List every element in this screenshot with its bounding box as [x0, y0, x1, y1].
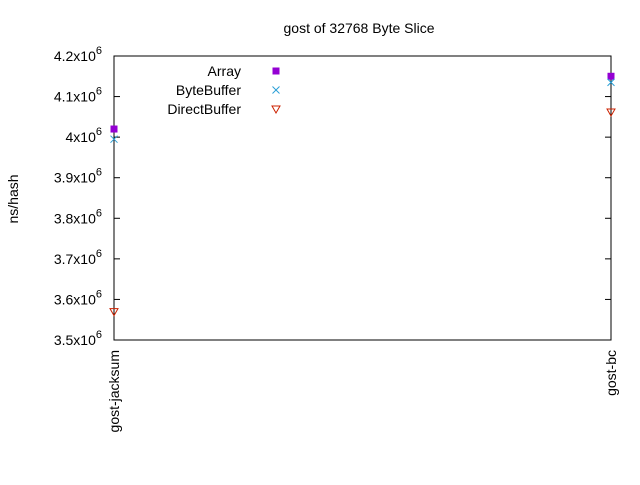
y-tick-exponent: 6	[96, 207, 102, 219]
chart-title: gost of 32768 Byte Slice	[284, 20, 435, 36]
y-tick-exponent: 6	[96, 126, 102, 138]
legend-label: DirectBuffer	[167, 101, 241, 117]
data-point	[109, 308, 119, 317]
legend-label: Array	[208, 63, 241, 79]
x-axis-ticks: gost-jacksum gost-bc	[106, 56, 619, 432]
plot-frame	[113, 55, 612, 341]
y-tick-label: 4.2x106	[54, 45, 102, 64]
data-point	[110, 125, 118, 133]
y-tick-label: 3.7x106	[54, 248, 102, 267]
y-tick-exponent: 6	[96, 288, 102, 300]
y-tick-exponent: 6	[96, 86, 102, 98]
y-tick-exponent: 6	[96, 248, 102, 260]
data-point	[606, 108, 616, 117]
y-tick-mantissa: 3.6x10	[54, 291, 96, 307]
y-tick-exponent: 6	[96, 45, 102, 57]
y-tick-mantissa: 4x10	[66, 129, 97, 145]
y-tick-mantissa: 4.1x10	[54, 89, 96, 105]
data-point	[607, 72, 615, 80]
y-tick-mantissa: 3.7x10	[54, 251, 96, 267]
y-tick-label: 3.8x106	[54, 207, 102, 226]
y-axis-label: ns/hash	[5, 174, 21, 223]
data-point	[110, 135, 118, 144]
y-tick-exponent: 6	[96, 167, 102, 179]
x-tick-label: gost-jacksum	[106, 350, 122, 432]
legend-marker	[272, 86, 280, 94]
y-tick-mantissa: 3.8x10	[54, 210, 96, 226]
legend-marker	[272, 67, 280, 75]
x-tick-label: gost-bc	[603, 350, 619, 396]
y-tick-label: 4.1x106	[54, 86, 102, 105]
data-points	[109, 72, 616, 317]
y-tick-label: 3.5x106	[54, 329, 102, 348]
y-tick-label: 3.9x106	[54, 167, 102, 186]
data-point	[607, 78, 615, 87]
y-tick-label: 3.6x106	[54, 288, 102, 307]
y-tick-exponent: 6	[96, 329, 102, 341]
y-tick-mantissa: 3.9x10	[54, 170, 96, 186]
legend: Array ByteBuffer DirectBuffer	[167, 63, 281, 117]
y-tick-mantissa: 3.5x10	[54, 332, 96, 348]
y-tick-label: 4x106	[66, 126, 102, 145]
legend-label: ByteBuffer	[176, 82, 241, 98]
y-tick-mantissa: 4.2x10	[54, 48, 96, 64]
y-axis-ticks: 3.5x1063.6x1063.7x1063.8x1063.9x1064x106…	[54, 45, 611, 348]
legend-marker	[271, 105, 281, 115]
